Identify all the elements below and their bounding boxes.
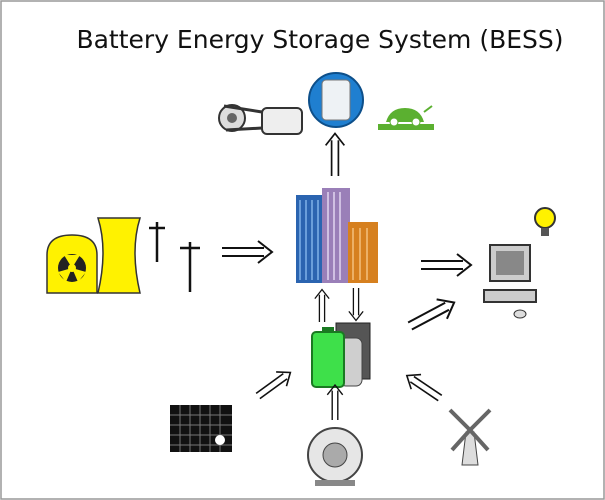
diagram: Battery Energy Storage System (BESS)	[0, 0, 605, 500]
solar-panel-icon	[170, 405, 232, 452]
battery-icon	[312, 323, 370, 387]
appliance-icon	[309, 73, 363, 127]
page: Battery Energy Storage System (BESS)	[0, 0, 605, 500]
title: Battery Energy Storage System (BESS)	[76, 25, 563, 54]
